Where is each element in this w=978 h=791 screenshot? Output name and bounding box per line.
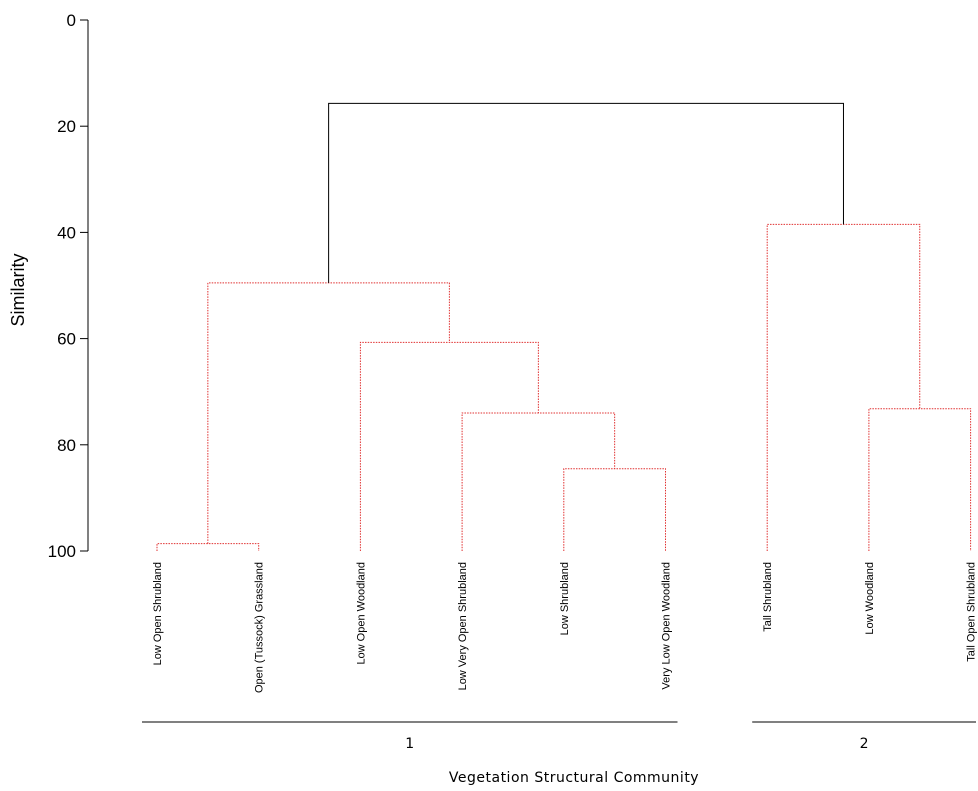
dendrogram-branch	[766, 223, 921, 551]
dendrogram-branch	[563, 468, 666, 551]
leaf-label: Low Very Open Shrubland	[457, 562, 469, 690]
leaf-label: Low Open Shrubland	[152, 562, 164, 665]
leaf-label: Low Woodland	[864, 562, 876, 635]
y-tick-label: 20	[57, 117, 76, 136]
y-tick-label: 0	[67, 11, 76, 30]
x-axis-label: Vegetation Structural Community	[449, 770, 699, 786]
leaf-label: Low Open Woodland	[355, 562, 367, 665]
leaf-label: Open (Tussock) Grassland	[254, 562, 266, 693]
group-label: 2	[860, 736, 869, 752]
leaf-label: Very Low Open Woodland	[661, 562, 673, 690]
dendrogram-branch	[461, 412, 616, 551]
leaf-label: Low Shrubland	[559, 562, 571, 635]
dendrogram-branch	[156, 543, 260, 551]
y-tick-label: 60	[57, 330, 76, 349]
dendrogram-branch	[328, 102, 844, 283]
leaf-label: Tall Shrubland	[762, 562, 774, 632]
y-axis-label: Similarity	[8, 253, 28, 326]
leaf-labels: Low Open Shrubland Open (Tussock) Grassla…	[152, 562, 978, 693]
leaf-label: Tall Open Shrubland	[966, 562, 978, 662]
dendrogram-branch	[359, 341, 539, 551]
group-label: 1	[405, 736, 414, 752]
y-tick-label: 80	[57, 436, 76, 455]
dendrogram-branches	[156, 102, 972, 551]
dendrogram-branch	[868, 408, 972, 551]
y-tick-label: 40	[57, 223, 76, 242]
y-axis: 0 20 40 60 80 100	[48, 11, 89, 561]
dendrogram-branch	[207, 282, 450, 544]
y-tick-label: 100	[48, 542, 76, 561]
